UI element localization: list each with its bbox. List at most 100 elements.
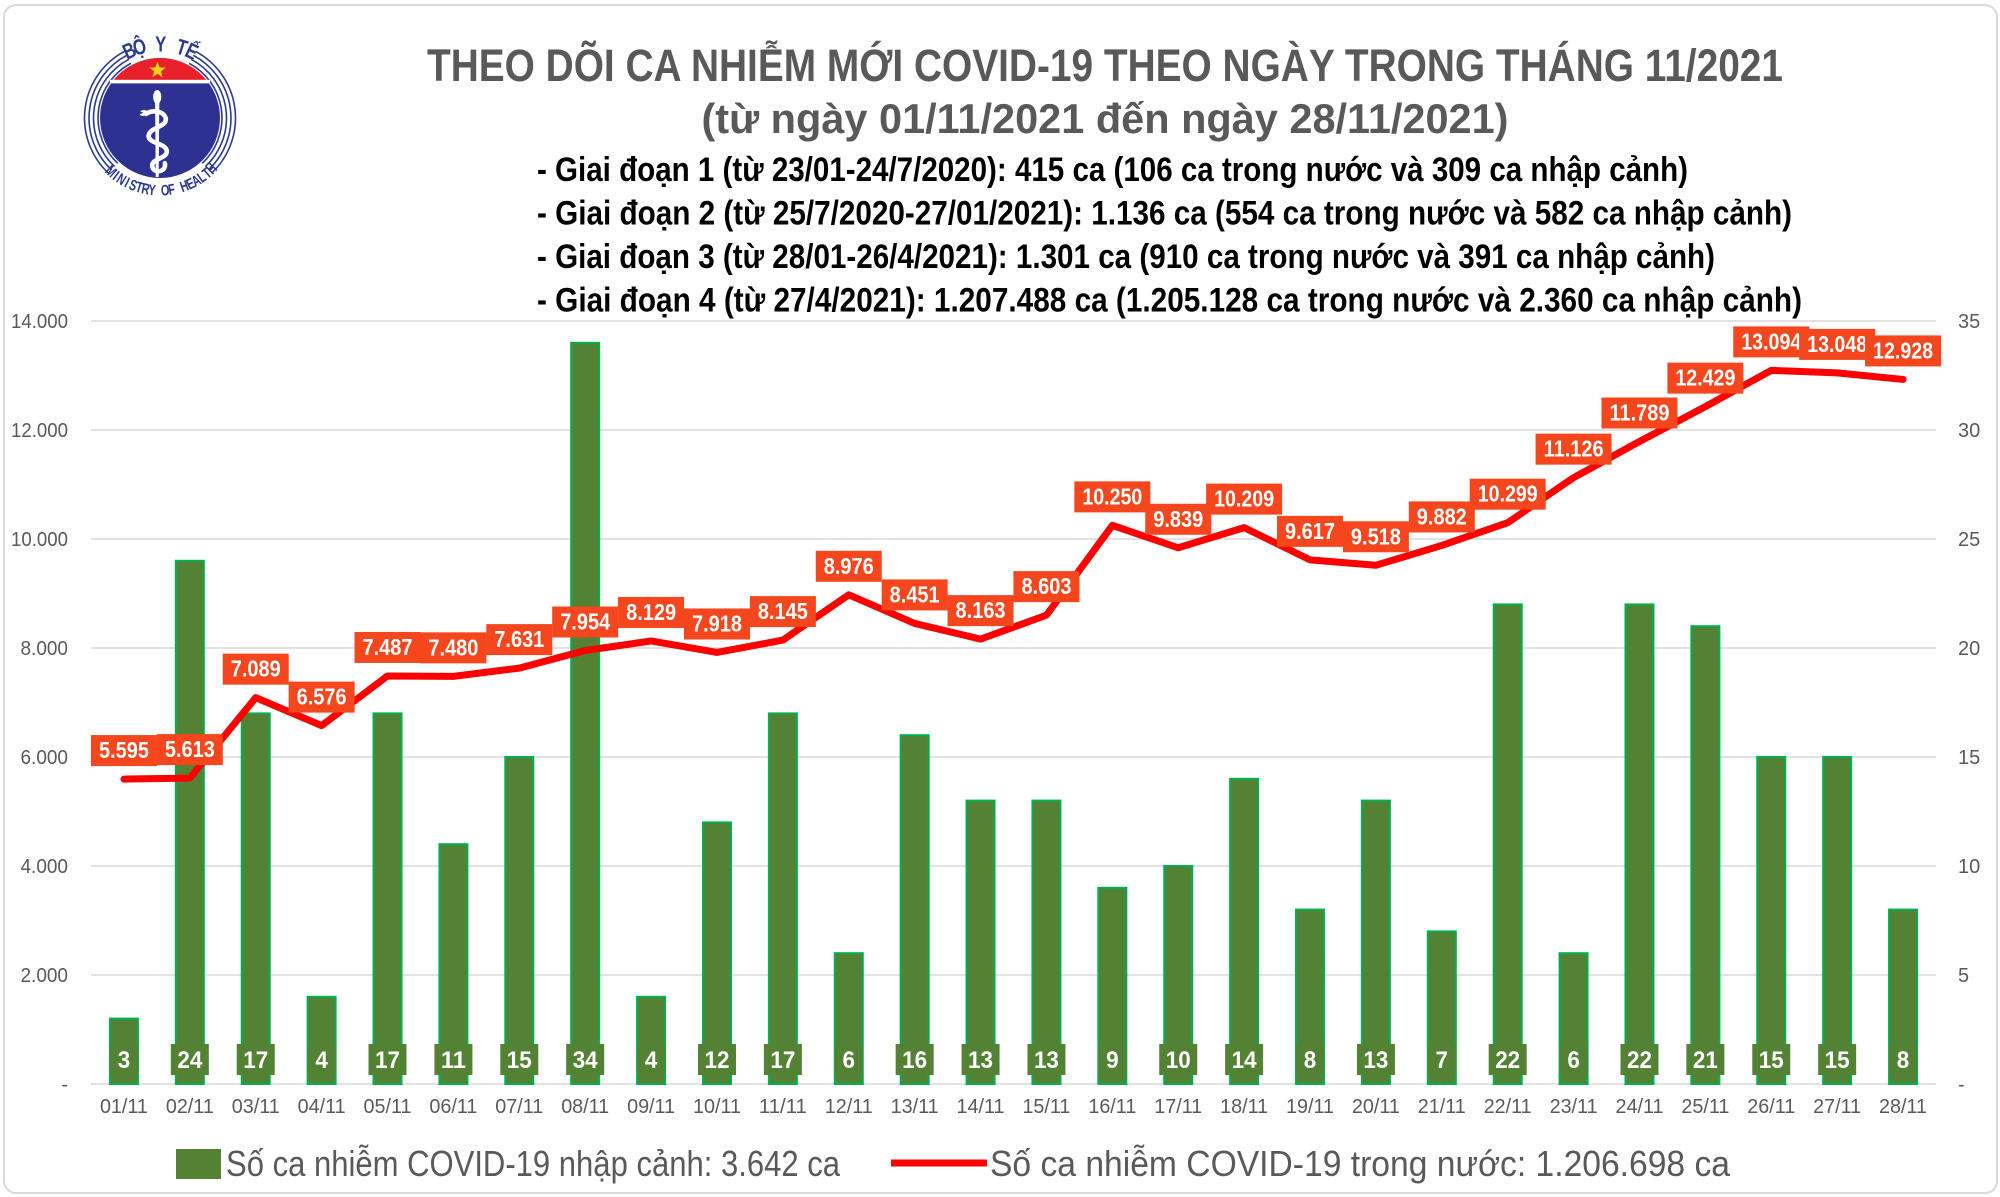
line-value-box: [1601, 397, 1678, 429]
bar-value-label: 21: [1693, 1047, 1718, 1074]
line-value-label: 5.595: [99, 737, 149, 763]
line-value-label: 8.129: [626, 599, 676, 625]
bar-value-labels: 3 24 17 4 17 11 15 34 4 12 17 6 16 13 13 9 10 14 8 13 7 22 6 22…: [109, 1044, 1918, 1075]
x-axis-date: 15/11: [1022, 1096, 1070, 1118]
line-value-label: 13.094: [1741, 328, 1801, 354]
bar-value-box: [961, 1044, 1000, 1075]
right-axis-tick: 25: [1958, 529, 1980, 551]
left-axis-tick: 4.000: [21, 856, 69, 878]
line-value-label: 11.789: [1609, 399, 1669, 425]
bar-value-label: 17: [770, 1047, 795, 1074]
right-axis-tick: -: [1958, 1074, 1965, 1096]
logo-bottom-char: T: [134, 178, 145, 196]
x-axis-date: 18/11: [1220, 1096, 1268, 1118]
line-value-label: 8.145: [758, 598, 808, 624]
left-axis-tick: 12.000: [11, 420, 68, 442]
annotation-phase-3: - Giai đoạn 3 (từ 28/01-26/4/2021): 1.30…: [537, 238, 1715, 276]
line-value-box: [1799, 328, 1876, 360]
x-axis-date: 28/11: [1879, 1096, 1927, 1118]
bar: [174, 559, 205, 1085]
bar-value-label: 17: [243, 1047, 268, 1074]
x-axis-date: 25/11: [1681, 1096, 1729, 1118]
left-axis-tick: 14.000: [11, 311, 68, 333]
bar-value-box: [1296, 1044, 1325, 1075]
bar-value-label: 13: [968, 1047, 993, 1074]
x-axis-date: 22/11: [1484, 1096, 1532, 1118]
line-value-box: [749, 596, 816, 628]
bar-value-box: [1098, 1044, 1127, 1075]
bar-value-label: 34: [573, 1047, 599, 1074]
line-value-label: 6.576: [297, 684, 347, 710]
bar: [372, 712, 403, 1086]
bar-value-label: 15: [1825, 1047, 1850, 1074]
x-axis-date: 07/11: [495, 1096, 543, 1118]
logo-bottom-char: Y: [148, 181, 157, 199]
bar-value-box: [109, 1044, 138, 1075]
line-value-label: 9.839: [1153, 506, 1203, 532]
x-axis-date: 04/11: [298, 1096, 346, 1118]
right-axis-tick-labels: - 5 10 15 20 25 30 35: [1958, 311, 1980, 1096]
logo-bottom-char: I: [122, 174, 133, 191]
logo-bottom-char: F: [167, 180, 176, 198]
bar-value-label: 4: [315, 1047, 328, 1074]
line-value-box: [1145, 503, 1212, 535]
bar-value-box: [434, 1044, 473, 1075]
line-value-box: [1865, 335, 1942, 367]
line-value-box: [552, 606, 619, 638]
bar-value-box: [368, 1044, 407, 1075]
line-value-box: [815, 550, 882, 582]
line-value-box: [1206, 483, 1283, 515]
logo-bottom-char: R: [140, 180, 152, 199]
right-axis-tick: 5: [1958, 965, 1969, 987]
line-value-label: 9.518: [1351, 523, 1401, 549]
bar: [1492, 603, 1523, 1086]
logo-star-icon: [149, 61, 166, 78]
left-axis-tick-labels: - 2.000 4.000 6.000 8.000 10.000 12.000 14.000: [11, 311, 68, 1096]
bar-value-box: [1488, 1044, 1527, 1075]
line-value-box: [881, 579, 948, 611]
bar: [767, 712, 798, 1086]
line-value-label: 8.976: [824, 553, 874, 579]
chart-title: THEO DÕI CA NHIỄM MỚI COVID-19 THEO NGÀY…: [427, 40, 1783, 91]
line-value-box: [683, 608, 750, 640]
line-value-label: 10.299: [1478, 481, 1538, 507]
bar: [1229, 777, 1260, 1085]
x-axis-date: 02/11: [166, 1096, 214, 1118]
right-axis-tick: 30: [1958, 420, 1980, 442]
logo-dome-divider: [110, 79, 210, 84]
bar-value-label: 17: [375, 1047, 400, 1074]
x-axis-date: 01/11: [100, 1096, 148, 1118]
x-axis-date: 16/11: [1088, 1096, 1136, 1118]
bar-value-label: 8: [1304, 1047, 1317, 1074]
bar-value-box: [566, 1044, 605, 1075]
bar-value-box: [763, 1044, 802, 1075]
bar-value-label: 6: [1567, 1047, 1580, 1074]
bar-value-box: [697, 1044, 736, 1075]
right-axis-tick: 15: [1958, 747, 1980, 769]
line-value-label: 9.617: [1285, 518, 1335, 544]
bar-value-label: 3: [118, 1047, 131, 1074]
bar-value-label: 15: [507, 1047, 532, 1074]
line-value-box: [288, 681, 355, 713]
left-axis-tick: 6.000: [21, 747, 69, 769]
line-value-label: 8.163: [956, 597, 1006, 623]
line-value-label: 7.480: [428, 634, 478, 660]
line-value-label: 5.613: [165, 736, 215, 762]
bar: [701, 821, 732, 1086]
bar-value-label: 13: [1363, 1047, 1388, 1074]
x-axis-date: 21/11: [1418, 1096, 1466, 1118]
bar-value-box: [1686, 1044, 1725, 1075]
line-value-label: 10.209: [1214, 486, 1274, 512]
x-axis-date: 27/11: [1813, 1096, 1861, 1118]
line-value-label: 13.048: [1807, 331, 1867, 357]
line-value-box: [1667, 362, 1744, 394]
line-value-box: [1013, 571, 1080, 603]
bar-value-label: 9: [1106, 1047, 1119, 1074]
bar-value-box: [1159, 1044, 1198, 1075]
legend-bar-swatch: [176, 1149, 221, 1179]
bar-value-box: [1027, 1044, 1066, 1075]
x-axis-date-labels: 01/11 02/11 03/11 04/11 05/11 06/11 07/11 08/11…: [100, 1096, 1927, 1118]
bar: [1822, 756, 1853, 1085]
